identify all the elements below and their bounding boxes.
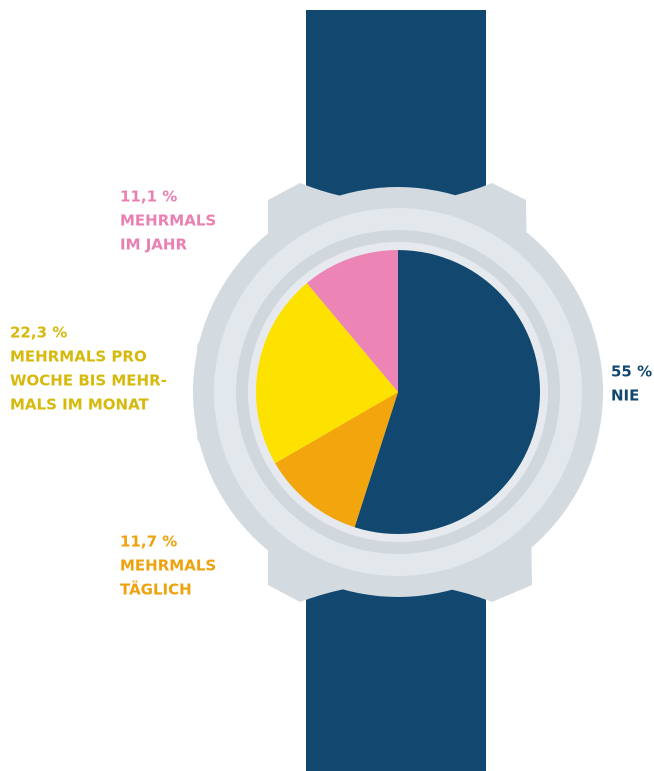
strap-bottom: [306, 585, 486, 771]
category-label: MEHRMALS PRO: [10, 348, 147, 366]
pie-slice: [306, 250, 398, 392]
strap-top: [306, 10, 486, 200]
category-label: IM JAHR: [120, 236, 187, 254]
pie-slice: [354, 250, 541, 534]
value-label: 11,1 %: [120, 188, 177, 206]
pie-slice: [275, 392, 398, 528]
category-label: WOCHE BIS MEHR-: [10, 372, 167, 390]
value-label: 11,7 %: [120, 533, 177, 551]
category-label: MEHRMALS: [120, 557, 216, 575]
pie-slice: [256, 283, 398, 464]
value-label: 22,3 %: [10, 324, 67, 342]
category-label: TÄGLICH: [120, 580, 192, 599]
category-label: NIE: [611, 387, 639, 405]
category-label: MEHRMALS: [120, 212, 216, 230]
category-label: MALS IM MONAT: [10, 396, 150, 414]
value-label: 55 %: [611, 363, 652, 381]
